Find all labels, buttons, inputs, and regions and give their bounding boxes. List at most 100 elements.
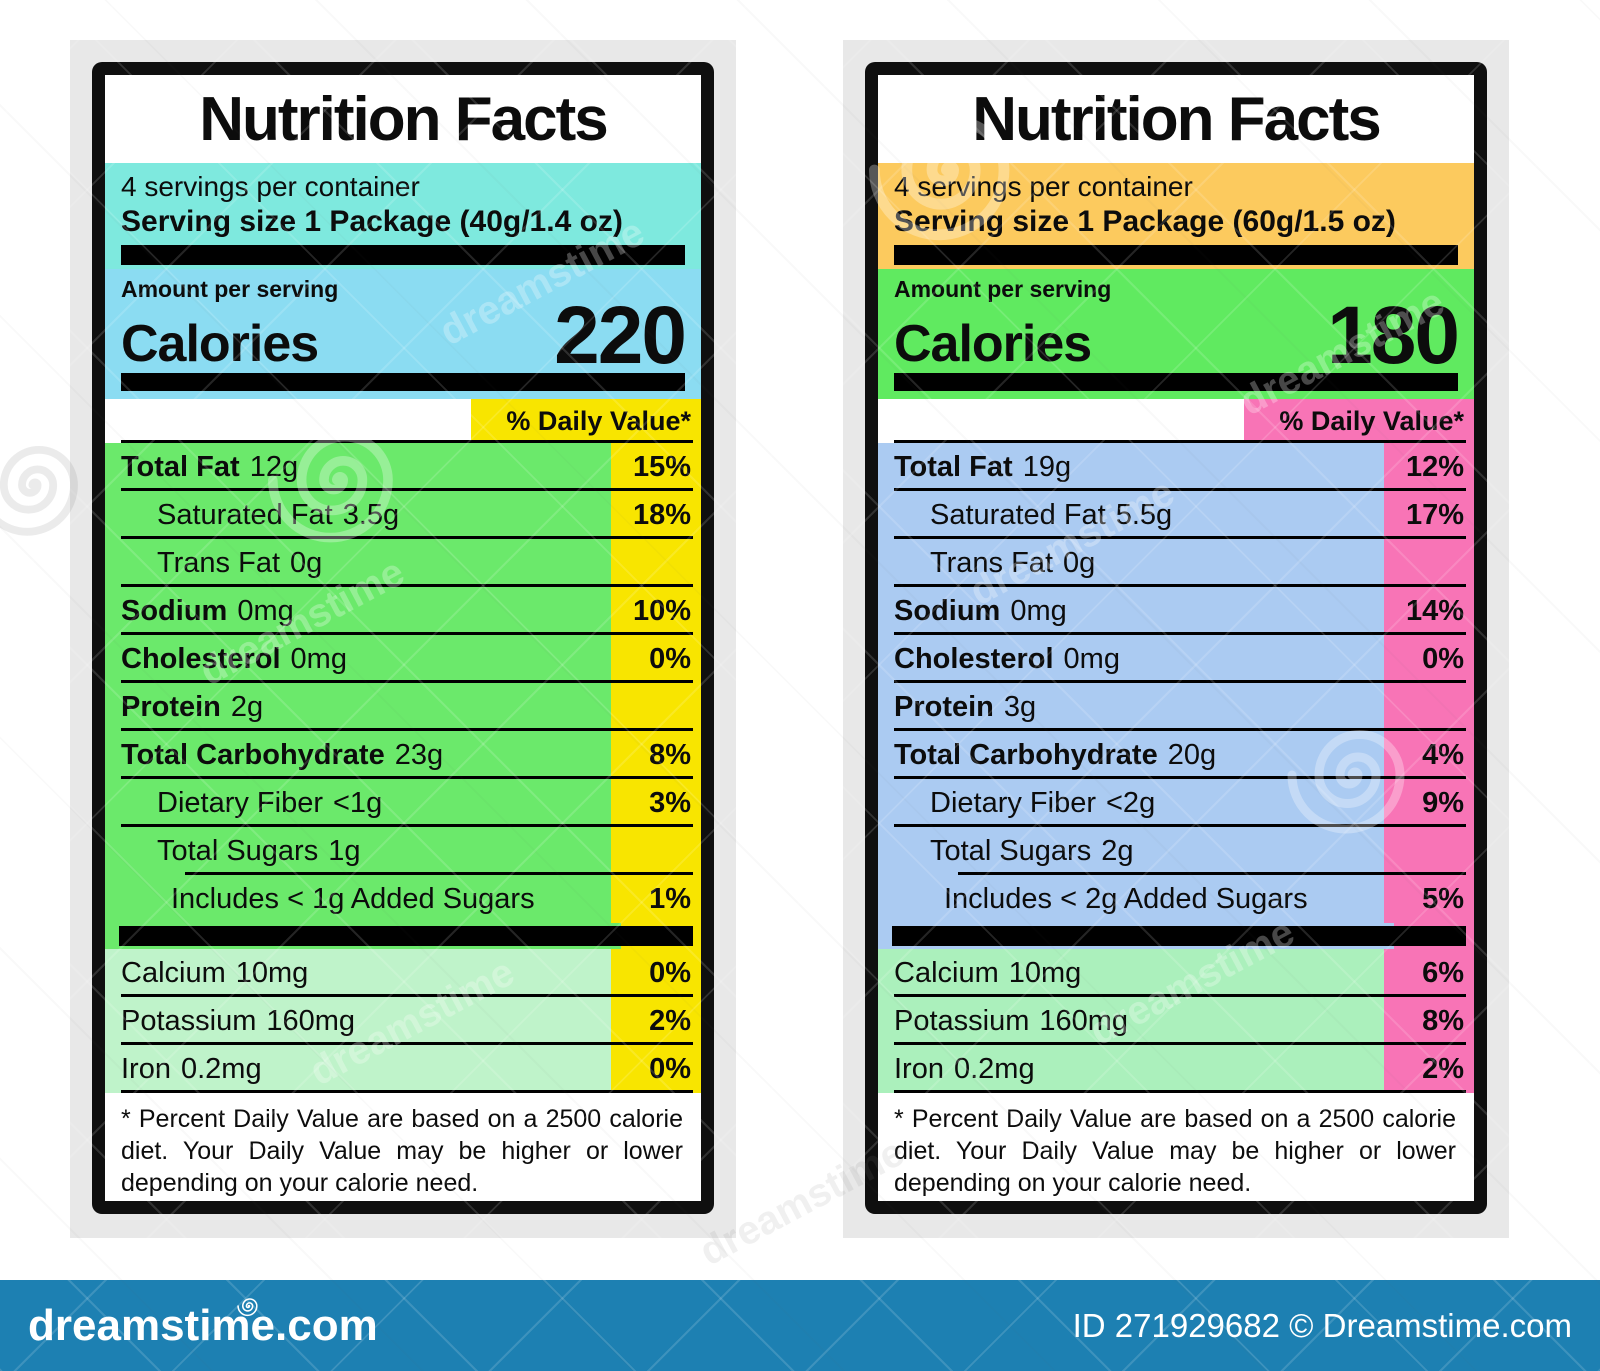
- nutrient-amount: 12g: [249, 450, 299, 483]
- nutrient-name: Includes < 1g Added Sugars: [171, 882, 535, 915]
- daily-value-header: % Daily Value*: [1244, 399, 1474, 443]
- nutrient-daily-value: 3%: [611, 779, 701, 827]
- mineral-name: Calcium: [894, 956, 999, 989]
- footnote: * Percent Daily Value are based on a 250…: [105, 1093, 701, 1201]
- nutrient-name: Total Fat: [894, 450, 1013, 483]
- nutrient-name: Total Sugars: [930, 834, 1092, 867]
- servings-per-container: 4 servings per container: [894, 171, 1193, 202]
- nutrient-name: Total Sugars: [157, 834, 319, 867]
- nutrient-name: Saturated Fat: [157, 498, 333, 531]
- nutrient-daily-value: 9%: [1384, 779, 1474, 827]
- nutrient-row: Includes < 2g Added Sugars 5%: [878, 875, 1474, 923]
- footnote: * Percent Daily Value are based on a 250…: [878, 1093, 1474, 1201]
- nutrient-name: Protein: [121, 690, 221, 723]
- nutrient-amount: 0mg: [237, 594, 294, 627]
- nutrient-row: Sodium 0mg 14%: [878, 587, 1474, 635]
- serving-section: 4 servings per container Serving size 1 …: [105, 163, 701, 269]
- nutrient-row: Sodium 0mg 10%: [105, 587, 701, 635]
- nutrient-amount: 19g: [1022, 450, 1072, 483]
- divider-bar: [894, 245, 1458, 265]
- nutrient-amount: 20g: [1167, 738, 1217, 771]
- amount-per-serving-label: Amount per serving: [894, 276, 1112, 302]
- nutrient-name: Total Fat: [121, 450, 240, 483]
- nutrient-daily-value: 0%: [1384, 635, 1474, 683]
- divider-bar: [121, 373, 685, 391]
- nutrient-daily-value: 1%: [611, 875, 701, 923]
- image-id-credit: ID 271929682 © Dreamstime.com: [1072, 1306, 1572, 1344]
- calories-label: Calories: [121, 314, 319, 373]
- nutrient-row: Protein 2g: [105, 683, 701, 731]
- nutrient-amount: 0mg: [1010, 594, 1067, 627]
- nutrient-row: Total Sugars 2g: [878, 827, 1474, 875]
- serving-size: Serving size 1 Package (40g/1.4 oz): [121, 205, 623, 238]
- nutrient-amount: 2g: [230, 690, 264, 723]
- nutrient-name: Trans Fat: [930, 546, 1054, 579]
- nutrient-daily-value: 15%: [611, 443, 701, 491]
- serving-section: 4 servings per container Serving size 1 …: [878, 163, 1474, 269]
- mineral-row: Calcium 10mg 6%: [878, 949, 1474, 997]
- nutrient-daily-value: 18%: [611, 491, 701, 539]
- nutrient-row: Dietary Fiber <2g 9%: [878, 779, 1474, 827]
- mineral-row: Iron 0.2mg 0%: [105, 1045, 701, 1093]
- mineral-daily-value: 2%: [1384, 1045, 1474, 1093]
- nutrient-amount: 23g: [394, 738, 444, 771]
- nutrient-amount: 0g: [290, 546, 323, 579]
- mineral-amount: 0.2mg: [953, 1052, 1035, 1085]
- mineral-row: Potassium 160mg 8%: [878, 997, 1474, 1045]
- serving-size: Serving size 1 Package (60g/1.5 oz): [894, 205, 1396, 238]
- nutrient-daily-value: [1384, 539, 1474, 587]
- mineral-daily-value: 8%: [1384, 997, 1474, 1045]
- divider-bar: [121, 245, 685, 265]
- mineral-row: Iron 0.2mg 2%: [878, 1045, 1474, 1093]
- nutrient-amount: 5.5g: [1115, 498, 1173, 531]
- nutrient-daily-value: 14%: [1384, 587, 1474, 635]
- nutrient-row: Total Sugars 1g: [105, 827, 701, 875]
- nutrient-daily-value: 5%: [1384, 875, 1474, 923]
- nutrient-daily-value: [1384, 683, 1474, 731]
- nutrient-name: Saturated Fat: [930, 498, 1106, 531]
- nutrient-row: Protein 3g: [878, 683, 1474, 731]
- nutrient-daily-value: 0%: [611, 635, 701, 683]
- nutrient-name: Total Carbohydrate: [894, 738, 1158, 771]
- nutrient-daily-value: [611, 683, 701, 731]
- mineral-amount: 0.2mg: [180, 1052, 262, 1085]
- nutrient-name: Dietary Fiber: [930, 786, 1096, 819]
- nutrition-label-right: Nutrition Facts 4 servings per container…: [865, 62, 1487, 1214]
- nutrient-name: Trans Fat: [157, 546, 281, 579]
- mineral-name: Iron: [894, 1052, 944, 1085]
- calories-value: 220: [554, 290, 687, 382]
- nutrient-row: Total Fat 19g 12%: [878, 443, 1474, 491]
- daily-value-header: % Daily Value*: [471, 399, 701, 443]
- mineral-amount: 160mg: [1039, 1004, 1129, 1037]
- nutrient-daily-value: [1384, 827, 1474, 875]
- mineral-amount: 10mg: [1008, 956, 1082, 989]
- mineral-row: Calcium 10mg 0%: [105, 949, 701, 997]
- mineral-name: Calcium: [121, 956, 226, 989]
- calories-section: Amount per serving Calories 180: [878, 269, 1474, 399]
- mineral-daily-value: 2%: [611, 997, 701, 1045]
- nutrient-name: Protein: [894, 690, 994, 723]
- nutrient-row: Saturated Fat 5.5g 17%: [878, 491, 1474, 539]
- nutrient-amount: 0mg: [1063, 642, 1120, 675]
- nutrient-amount: <2g: [1106, 786, 1156, 819]
- calories-label: Calories: [894, 314, 1092, 373]
- nutrition-label-left: Nutrition Facts 4 servings per container…: [92, 62, 714, 1214]
- mineral-amount: 10mg: [235, 956, 309, 989]
- calories-section: Amount per serving Calories 220: [105, 269, 701, 399]
- nutrient-row: Cholesterol 0mg 0%: [878, 635, 1474, 683]
- nutrient-name: Cholesterol: [121, 642, 281, 675]
- nutrient-name: Total Carbohydrate: [121, 738, 385, 771]
- footer-bar: dreamstime.com ID 271929682 © Dreamstime…: [0, 1280, 1600, 1371]
- mineral-daily-value: 0%: [611, 1045, 701, 1093]
- nutrient-row: Trans Fat 0g: [105, 539, 701, 587]
- nutrient-row: Saturated Fat 3.5g 18%: [105, 491, 701, 539]
- dreamstime-logo: dreamstime.com: [28, 1297, 378, 1351]
- nutrient-row: Trans Fat 0g: [878, 539, 1474, 587]
- nutrient-name: Includes < 2g Added Sugars: [944, 882, 1308, 915]
- mineral-daily-value: 0%: [611, 949, 701, 997]
- nutrient-amount: 1g: [328, 834, 361, 867]
- nutrient-amount: 2g: [1101, 834, 1134, 867]
- daily-value-header-row: % Daily Value*: [105, 399, 701, 443]
- servings-per-container: 4 servings per container: [121, 171, 420, 202]
- nutrient-name: Sodium: [894, 594, 1001, 627]
